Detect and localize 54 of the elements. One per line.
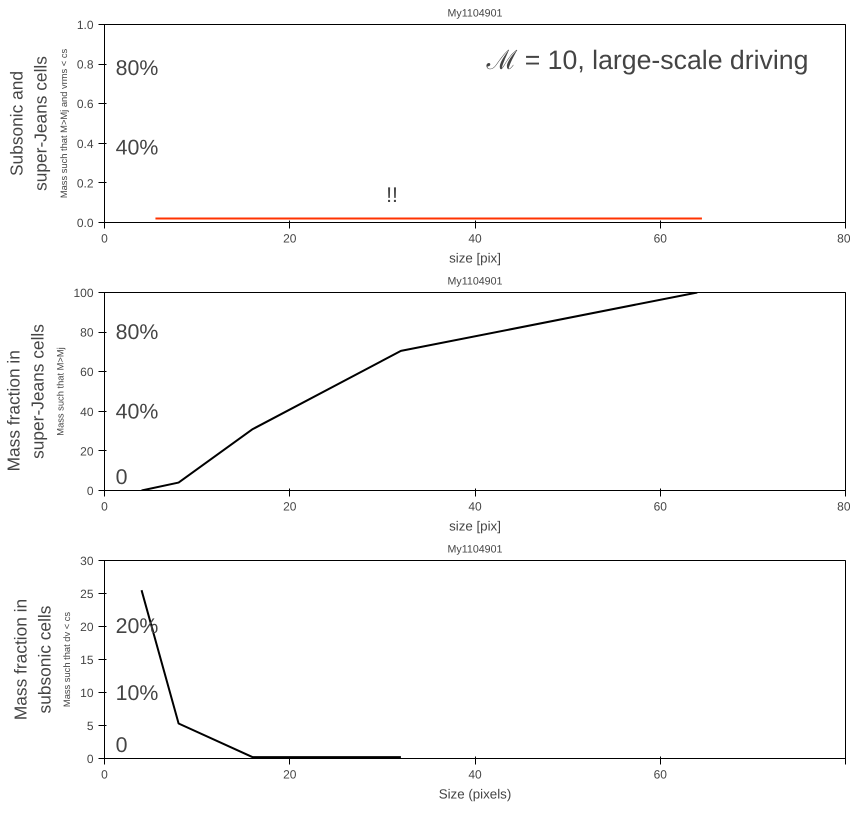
y-tick-label: 1.0 [76, 18, 94, 32]
y-tick-label: 25 [80, 587, 94, 601]
x-tick-label: 80 [837, 500, 851, 514]
x-tick-label: 20 [283, 500, 297, 514]
y-tick-label: 0 [86, 484, 94, 498]
chart-title: My1104901 [448, 276, 503, 288]
x-tick-label: 40 [468, 500, 482, 514]
x-tick-label: 40 [468, 768, 482, 782]
x-axis-title: size [pix] [449, 518, 501, 534]
y-tick-label: 0.0 [76, 216, 94, 230]
annotation: 0 [116, 465, 128, 490]
x-tick-label: 40 [468, 232, 482, 246]
x-tick-label: 60 [654, 232, 668, 246]
y-tick-label: 20 [80, 444, 94, 458]
chart-title: My1104901 [448, 544, 503, 556]
x-tick-label: 0 [101, 232, 108, 246]
x-tick-label: 20 [283, 232, 297, 246]
y-tick-label: 15 [80, 653, 94, 667]
annotation: !! [386, 182, 398, 207]
x-tick-label: 0 [101, 500, 108, 514]
x-axis-title: size [pix] [449, 250, 501, 266]
annotation: 40% [116, 399, 158, 424]
annotation: 10% [116, 681, 158, 706]
chart-title: My1104901 [448, 8, 503, 20]
y-tick-label: 30 [80, 554, 94, 568]
x-tick-label: 60 [654, 500, 668, 514]
annotation: 0 [116, 733, 128, 758]
y-tick-label: 0.8 [76, 58, 94, 72]
y-tick-label: 0.4 [76, 136, 94, 151]
x-axis-title: Size (pixels) [438, 786, 512, 802]
y-tick-label: 0 [86, 752, 94, 766]
x-tick-label: 60 [654, 768, 668, 782]
x-tick-label: 80 [837, 232, 851, 246]
y-tick-label: 100 [73, 286, 94, 300]
y-tick-label: 20 [80, 620, 94, 634]
y-tick-label: 0.6 [76, 97, 94, 112]
annotation: 80% [116, 56, 158, 80]
y-tick-label: 5 [86, 719, 94, 733]
text: Subsonic and super-Jeans cells [6, 56, 50, 191]
annotation: 40% [116, 135, 158, 160]
annotation: 80% [116, 320, 158, 344]
y-axis-title: Mass such that dv < cs [62, 612, 72, 708]
text: Mass fraction in subsonic cells [10, 598, 54, 720]
x-tick-label: 20 [283, 768, 297, 782]
y-tick-label: 80 [80, 326, 94, 340]
y-axis-title: Mass such that M>Mj [55, 347, 66, 436]
y-tick-label: 0.2 [76, 176, 94, 190]
text: Mass fraction in super-Jeans cells [4, 324, 48, 472]
y-axis-title: Mass such that M>Mj and vrms < cs [58, 48, 69, 198]
annotation: ℳ = 10, large-scale driving [485, 45, 808, 76]
y-tick-label: 10 [80, 686, 94, 700]
x-tick-label: 0 [101, 768, 108, 782]
y-tick-label: 60 [80, 365, 94, 380]
y-tick-label: 40 [80, 404, 94, 419]
